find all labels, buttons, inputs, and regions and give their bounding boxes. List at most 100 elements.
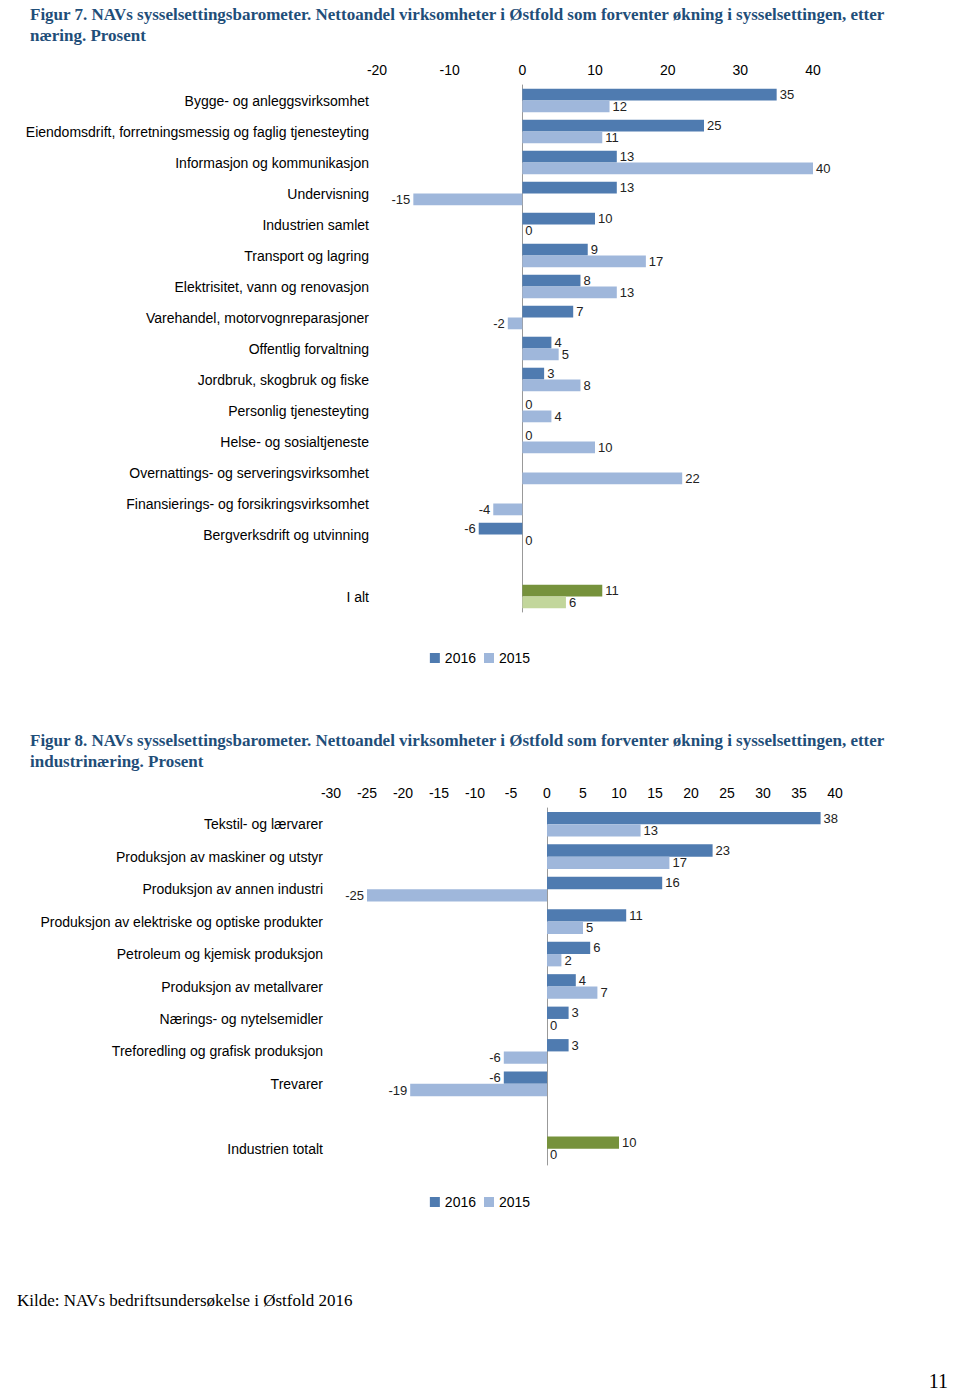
svg-text:Personlig tjenesteyting: Personlig tjenesteyting <box>228 403 369 419</box>
svg-text:-20: -20 <box>393 785 413 801</box>
svg-text:0: 0 <box>543 785 551 801</box>
svg-text:35: 35 <box>780 87 794 102</box>
svg-text:2016: 2016 <box>445 650 476 666</box>
svg-text:13: 13 <box>644 823 658 838</box>
svg-text:0: 0 <box>525 428 532 443</box>
svg-text:-19: -19 <box>388 1083 407 1098</box>
svg-text:5: 5 <box>579 785 587 801</box>
svg-text:11: 11 <box>605 583 619 598</box>
svg-text:2: 2 <box>564 953 571 968</box>
svg-text:20: 20 <box>683 785 699 801</box>
svg-text:Bygge- og anleggsvirksomhet: Bygge- og anleggsvirksomhet <box>185 93 370 109</box>
svg-text:13: 13 <box>620 180 634 195</box>
svg-text:5: 5 <box>586 920 593 935</box>
svg-text:2016: 2016 <box>445 1194 476 1210</box>
svg-text:-6: -6 <box>464 521 476 536</box>
svg-text:40: 40 <box>805 62 821 78</box>
svg-text:-15: -15 <box>392 192 411 207</box>
svg-text:0: 0 <box>525 397 532 412</box>
svg-text:13: 13 <box>620 285 634 300</box>
svg-text:23: 23 <box>716 843 730 858</box>
svg-text:Produksjon av annen industri: Produksjon av annen industri <box>142 881 323 897</box>
svg-text:8: 8 <box>583 378 590 393</box>
svg-text:2015: 2015 <box>499 650 530 666</box>
svg-text:25: 25 <box>719 785 735 801</box>
svg-text:0: 0 <box>518 62 526 78</box>
svg-text:Transport og lagring: Transport og lagring <box>244 248 369 264</box>
svg-text:Produksjon av metallvarer: Produksjon av metallvarer <box>161 979 323 995</box>
svg-text:17: 17 <box>649 254 663 269</box>
svg-text:-5: -5 <box>505 785 518 801</box>
svg-text:Produksjon av maskiner og utst: Produksjon av maskiner og utstyr <box>116 849 323 865</box>
svg-text:Varehandel, motorvognreparasjo: Varehandel, motorvognreparasjoner <box>146 310 369 326</box>
svg-text:Nærings- og nytelsemidler: Nærings- og nytelsemidler <box>160 1011 324 1027</box>
svg-text:-10: -10 <box>440 62 460 78</box>
svg-text:Trevarer: Trevarer <box>271 1076 324 1092</box>
svg-text:0: 0 <box>550 1147 557 1162</box>
svg-text:30: 30 <box>755 785 771 801</box>
svg-text:9: 9 <box>591 242 598 257</box>
svg-text:10: 10 <box>622 1135 636 1150</box>
svg-text:22: 22 <box>685 471 699 486</box>
svg-text:10: 10 <box>587 62 603 78</box>
svg-text:-20: -20 <box>367 62 387 78</box>
svg-text:Industrien totalt: Industrien totalt <box>227 1141 323 1157</box>
svg-text:40: 40 <box>816 161 830 176</box>
svg-text:12: 12 <box>613 99 627 114</box>
svg-text:7: 7 <box>576 304 583 319</box>
svg-text:25: 25 <box>707 118 721 133</box>
svg-text:16: 16 <box>665 875 679 890</box>
svg-text:Jordbruk, skogbruk og fiske: Jordbruk, skogbruk og fiske <box>198 372 369 388</box>
svg-text:4: 4 <box>554 335 561 350</box>
svg-text:7: 7 <box>600 985 607 1000</box>
svg-text:-4: -4 <box>479 502 491 517</box>
svg-text:Finansierings- og forsikringsv: Finansierings- og forsikringsvirksomhet <box>126 496 369 512</box>
svg-text:38: 38 <box>824 811 838 826</box>
svg-text:40: 40 <box>827 785 843 801</box>
svg-text:-15: -15 <box>429 785 449 801</box>
svg-text:4: 4 <box>554 409 561 424</box>
svg-text:-6: -6 <box>489 1050 501 1065</box>
svg-text:-6: -6 <box>489 1070 501 1085</box>
svg-text:Tekstil- og lærvarer: Tekstil- og lærvarer <box>204 816 323 832</box>
svg-text:6: 6 <box>593 940 600 955</box>
svg-text:Informasjon og kommunikasjon: Informasjon og kommunikasjon <box>175 155 369 171</box>
svg-text:Offentlig forvaltning: Offentlig forvaltning <box>249 341 369 357</box>
svg-text:I alt: I alt <box>346 589 369 605</box>
svg-text:15: 15 <box>647 785 663 801</box>
svg-text:6: 6 <box>569 595 576 610</box>
svg-text:Elektrisitet, vann og renovasj: Elektrisitet, vann og renovasjon <box>174 279 369 295</box>
svg-text:2015: 2015 <box>499 1194 530 1210</box>
svg-text:-25: -25 <box>345 888 364 903</box>
svg-text:3: 3 <box>547 366 554 381</box>
svg-text:-25: -25 <box>357 785 377 801</box>
svg-text:3: 3 <box>572 1038 579 1053</box>
svg-text:-10: -10 <box>465 785 485 801</box>
svg-text:11: 11 <box>605 130 619 145</box>
svg-text:13: 13 <box>620 149 634 164</box>
svg-text:Helse- og sosialtjeneste: Helse- og sosialtjeneste <box>220 434 369 450</box>
svg-text:Treforedling og grafisk produk: Treforedling og grafisk produksjon <box>112 1043 323 1059</box>
svg-text:17: 17 <box>672 855 686 870</box>
svg-text:3: 3 <box>572 1005 579 1020</box>
svg-text:Eiendomsdrift, forretningsmess: Eiendomsdrift, forretningsmessig og fagl… <box>26 124 369 140</box>
svg-text:0: 0 <box>525 533 532 548</box>
svg-text:0: 0 <box>525 223 532 238</box>
svg-text:5: 5 <box>562 347 569 362</box>
svg-text:35: 35 <box>791 785 807 801</box>
svg-text:10: 10 <box>598 440 612 455</box>
svg-text:-30: -30 <box>321 785 341 801</box>
svg-text:10: 10 <box>598 211 612 226</box>
svg-text:Produksjon av elektriske og op: Produksjon av elektriske og optiske prod… <box>41 914 324 930</box>
svg-text:4: 4 <box>579 973 586 988</box>
svg-text:Undervisning: Undervisning <box>287 186 369 202</box>
svg-text:Petroleum og kjemisk produksjo: Petroleum og kjemisk produksjon <box>117 946 323 962</box>
svg-text:10: 10 <box>611 785 627 801</box>
svg-text:Bergverksdrift og utvinning: Bergverksdrift og utvinning <box>203 527 369 543</box>
svg-text:-2: -2 <box>493 316 505 331</box>
svg-text:8: 8 <box>583 273 590 288</box>
svg-text:0: 0 <box>550 1018 557 1033</box>
svg-text:11: 11 <box>629 908 643 923</box>
svg-text:20: 20 <box>660 62 676 78</box>
svg-text:Industrien samlet: Industrien samlet <box>262 217 369 233</box>
